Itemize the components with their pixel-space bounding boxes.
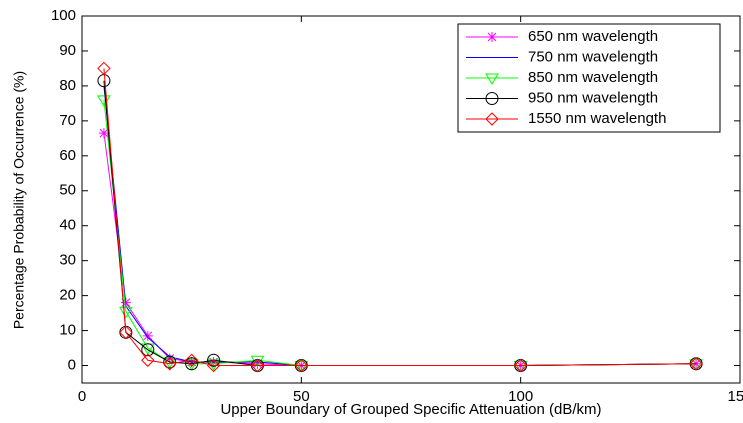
y-tick-label: 0 [68,356,76,373]
legend-marker [485,73,499,85]
marker [118,306,133,319]
marker [207,353,221,367]
marker [250,358,265,373]
marker [513,358,528,373]
marker [185,357,199,371]
y-tick-label: 30 [59,252,76,269]
series-line [103,68,697,367]
marker [163,355,177,369]
legend-label: 750 nm wavelength [528,48,658,65]
y-tick-label: 20 [59,287,76,304]
x-tick-label: 100 [508,388,533,405]
legend-label: 650 nm wavelength [528,28,658,45]
y-tick-label: 40 [59,217,76,234]
y-tick-label: 80 [59,77,76,94]
y-axis-label: Percentage Probability of Occurrence (%) [11,71,27,329]
y-tick-label: 70 [59,112,76,129]
y-tick-label: 100 [51,7,76,24]
y-tick-label: 60 [59,147,76,164]
legend-marker [485,92,499,105]
x-tick-label: 150 [727,388,743,405]
x-tick-label: 0 [78,388,86,405]
marker [689,357,703,371]
legend-label: 850 nm wavelength [528,69,658,86]
marker [206,358,221,373]
legend-marker [485,112,499,126]
x-tick-label: 50 [293,388,310,405]
marker [250,355,265,368]
legend-label: 1550 nm wavelength [528,110,666,127]
marker [184,353,199,367]
y-tick-label: 90 [59,42,76,59]
marker [141,343,155,357]
marker [97,61,111,76]
marker [119,325,133,340]
y-tick-label: 10 [59,322,76,339]
y-tick-label: 50 [59,182,76,199]
marker [98,128,109,139]
marker [142,330,153,341]
marker [689,359,704,371]
marker [252,358,263,369]
legend-marker [487,32,497,42]
marker [294,358,309,373]
marker [164,353,175,364]
legend-label: 950 nm wavelength [528,89,658,106]
marker [163,357,177,371]
x-axis-label: Upper Boundary of Grouped Specific Atten… [220,401,601,418]
marker [513,361,528,373]
marker [141,353,155,367]
marker [294,361,309,373]
